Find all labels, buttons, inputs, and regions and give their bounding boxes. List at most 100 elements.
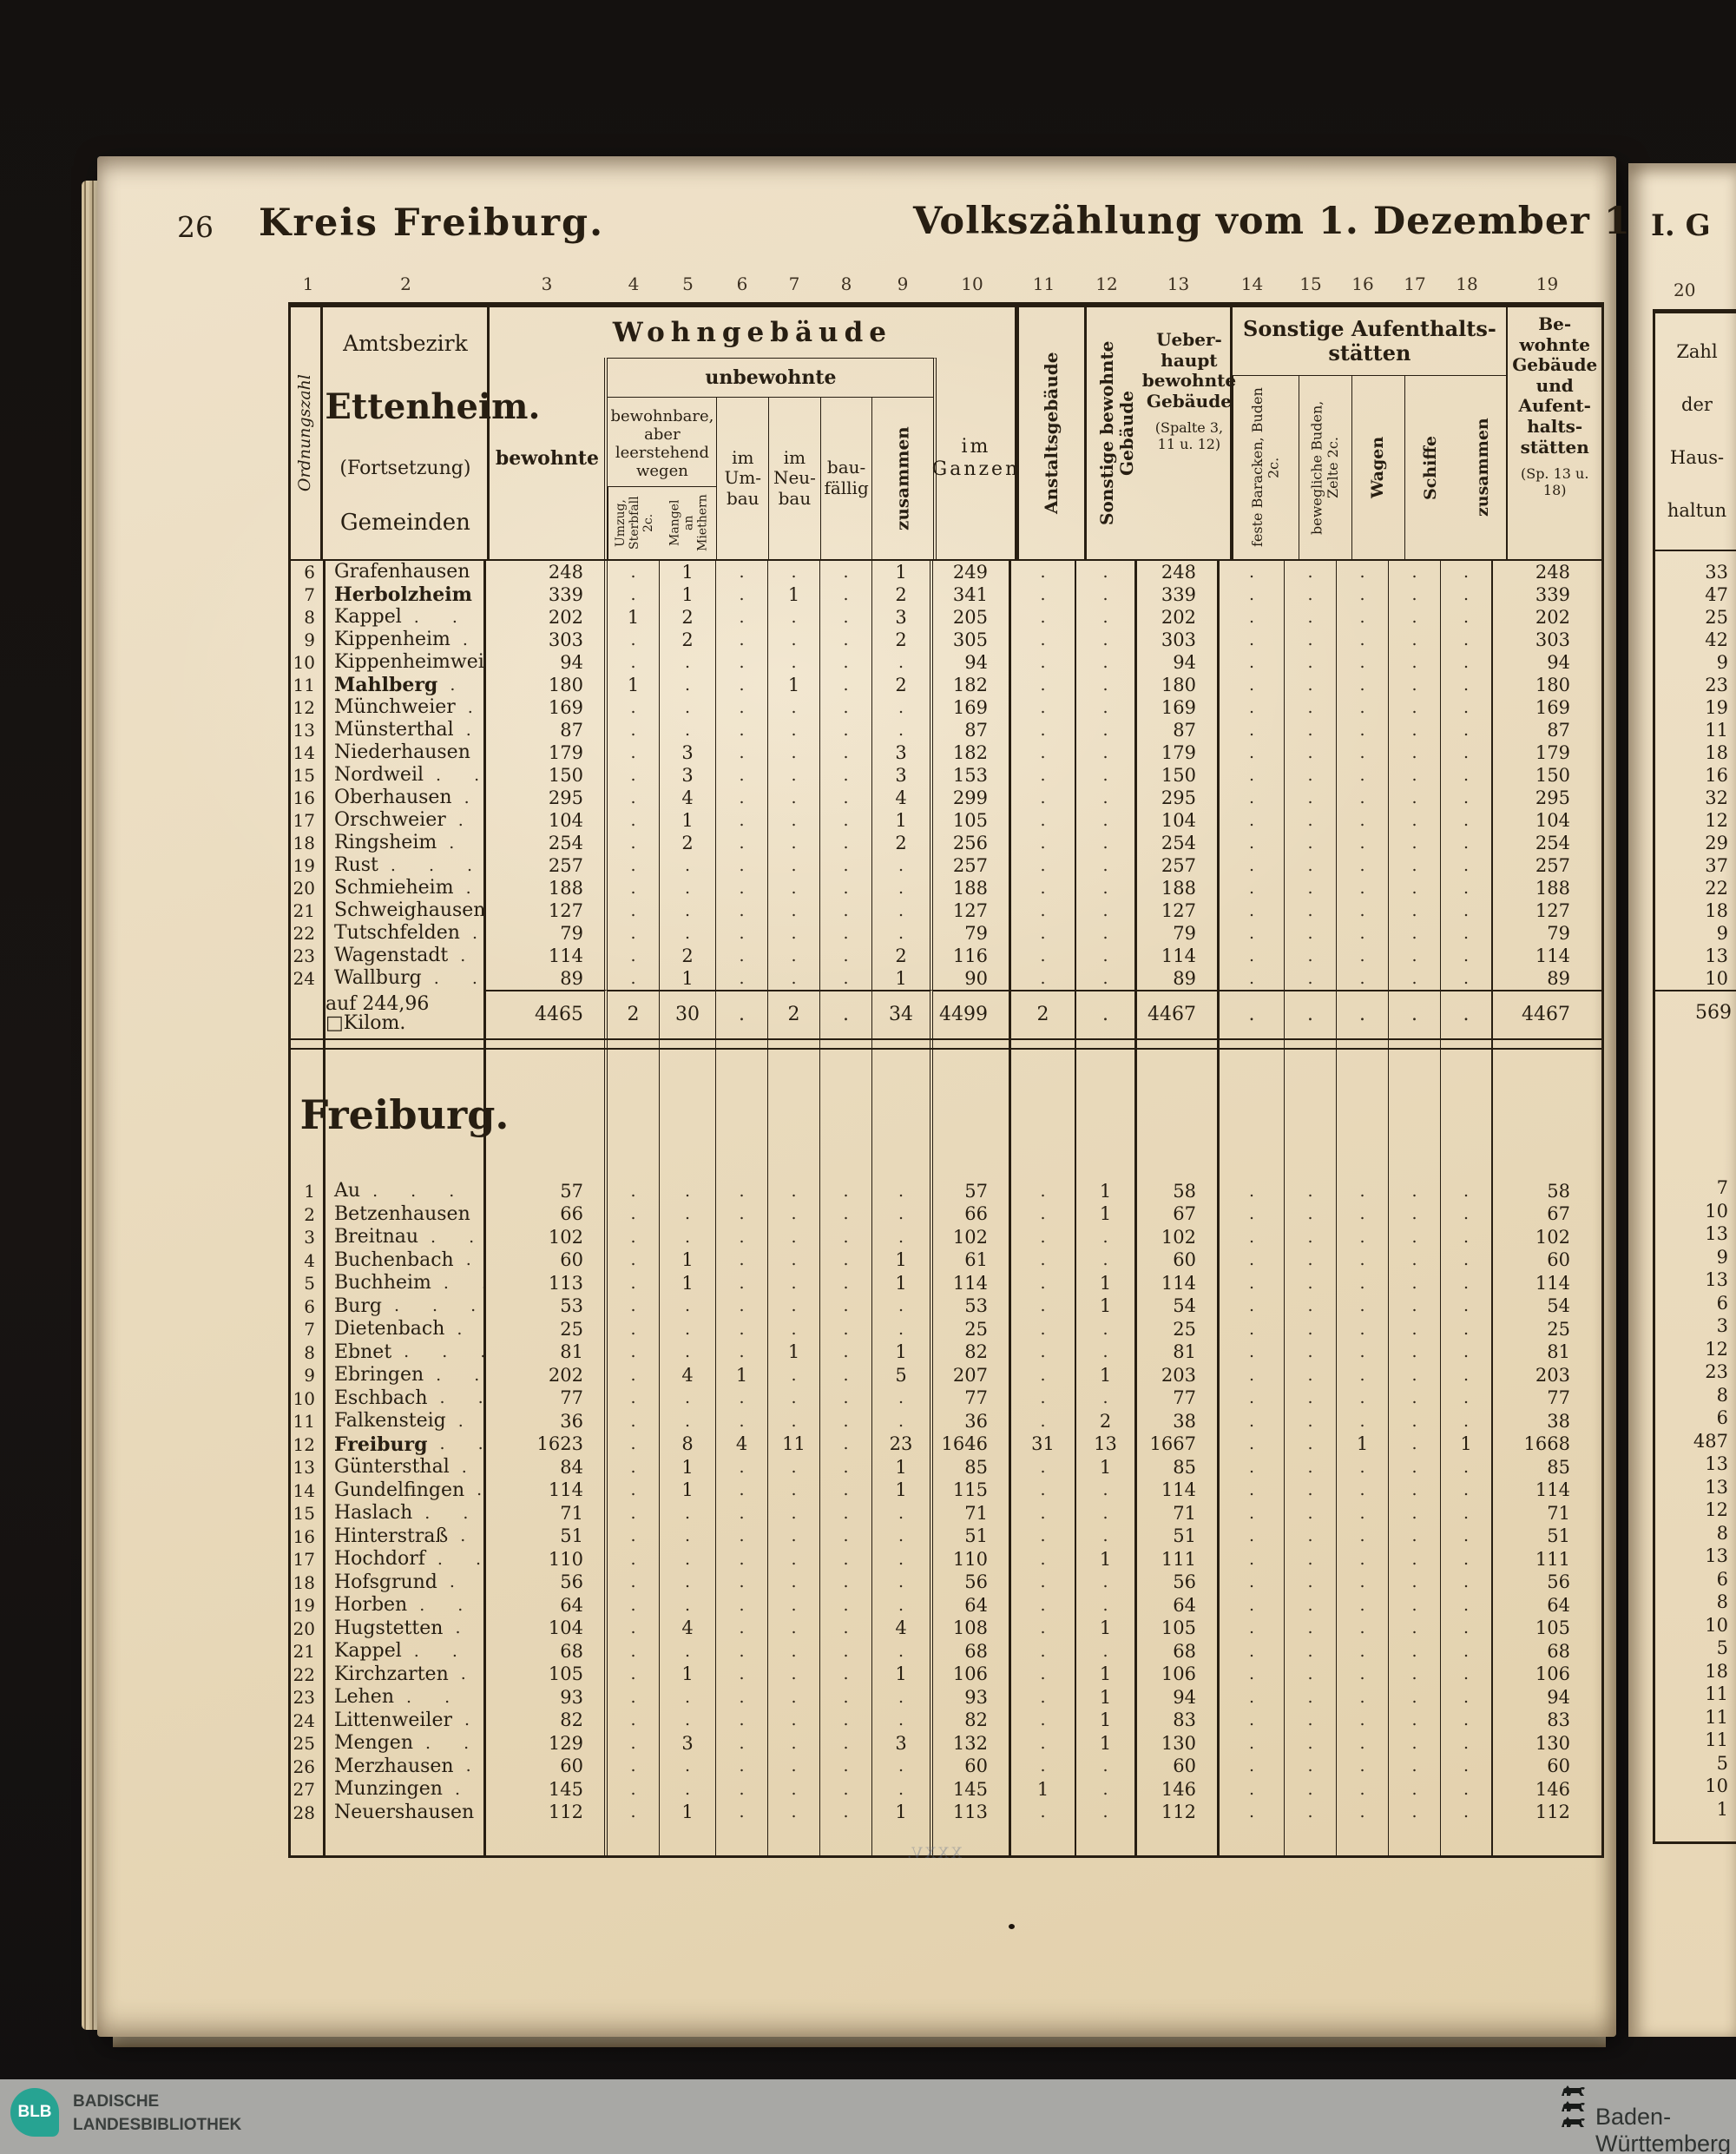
value-cell: 25: [1137, 1318, 1220, 1341]
column-number: 12: [1095, 273, 1118, 294]
value-cell: 1: [1076, 1617, 1137, 1640]
column-number: 6: [736, 273, 748, 294]
value-cell: .: [1389, 1594, 1441, 1617]
row-number: 13: [291, 1456, 326, 1479]
value-cell: 1: [768, 1340, 820, 1364]
next-page-title-partial: I. G: [1651, 208, 1711, 243]
next-page-column-header: Zahl der Haus- haltun: [1655, 313, 1736, 551]
empty-cell: [1337, 1040, 1389, 1048]
empty-cell: [1220, 1824, 1285, 1855]
value-cell: .: [1011, 1732, 1076, 1755]
next-page-value: 10: [1705, 1614, 1728, 1636]
value-cell: .: [608, 899, 660, 922]
value-cell: 1: [872, 1456, 933, 1479]
next-page-value: 11: [1705, 1683, 1728, 1705]
value-cell: .: [1011, 651, 1076, 674]
value-cell: .: [660, 1294, 716, 1318]
value-cell: .: [1441, 561, 1493, 583]
value-cell: 1: [716, 1364, 768, 1387]
value-cell: .: [1441, 1226, 1493, 1249]
value-cell: .: [1337, 1709, 1389, 1732]
gemeinde-name: Horben: [334, 1594, 408, 1617]
value-cell: .: [1220, 741, 1285, 764]
value-cell: .: [1389, 606, 1441, 629]
value-cell: .: [1337, 1663, 1389, 1686]
value-cell: .: [1076, 719, 1137, 741]
value-cell: .: [768, 1755, 820, 1778]
value-cell: .: [1285, 651, 1337, 674]
value-cell: .: [1285, 1479, 1337, 1502]
gemeinde-name: Nordweil: [334, 764, 424, 786]
value-cell: .: [768, 696, 820, 719]
value-cell: .: [1220, 1640, 1285, 1663]
value-cell: .: [716, 674, 768, 696]
value-cell: .: [716, 945, 768, 967]
value-cell: 127: [486, 899, 608, 922]
value-cell: 94: [1547, 1686, 1570, 1708]
value-cell: .: [1337, 1548, 1389, 1571]
value-cell: .: [1337, 1248, 1389, 1272]
value-cell: .: [1285, 1433, 1337, 1456]
value-cell: .: [1441, 922, 1493, 945]
value-cell: .: [1285, 1755, 1337, 1778]
value-cell: .: [716, 719, 768, 741]
value-cell: .: [1389, 854, 1441, 877]
value-cell: .: [1441, 1548, 1493, 1571]
value-cell: .: [1220, 1617, 1285, 1640]
value-cell: 257: [1137, 854, 1220, 877]
value-cell: .: [1441, 1709, 1493, 1732]
summary-value-cell: .: [1441, 990, 1493, 1038]
gemeinde-name: Ringsheim: [334, 832, 437, 853]
value-cell: .: [820, 1617, 872, 1640]
value-cell: .: [768, 787, 820, 809]
value-cell: .: [660, 877, 716, 899]
value-cell: .: [820, 1387, 872, 1410]
value-cell: 114: [933, 1272, 1011, 1295]
value-cell: .: [1337, 1479, 1389, 1502]
value-cell: .: [1076, 764, 1137, 787]
table-spacer-row: [291, 1038, 1601, 1050]
value-cell: .: [1011, 1640, 1076, 1663]
value-cell: .: [1076, 1594, 1137, 1617]
value-cell: 102: [1137, 1226, 1220, 1249]
value-cell: .: [1011, 1202, 1076, 1226]
value-cell: .: [608, 787, 660, 809]
value-cell: 3: [660, 764, 716, 787]
value-cell: 94: [1137, 651, 1220, 674]
value-cell: 295: [1535, 787, 1570, 808]
value-cell: .: [1011, 1340, 1076, 1364]
value-cell: .: [1337, 1571, 1389, 1594]
value-cell: .: [1011, 741, 1076, 764]
value-cell: .: [820, 787, 872, 809]
value-cell: 341: [933, 583, 1011, 606]
value-cell: 104: [1535, 809, 1570, 831]
leader-dots: . . . . . . . . .: [464, 789, 483, 807]
value-cell: .: [1011, 1709, 1076, 1732]
leader-dots: . . . . . . . . .: [436, 767, 483, 784]
gemeinde-name-cell: Herbolzheim. . . . . . . . .: [326, 583, 486, 606]
value-cell: .: [1441, 1410, 1493, 1433]
value-cell: 4: [716, 1433, 768, 1456]
value-cell: .: [820, 1479, 872, 1502]
value-cell: 299: [933, 787, 1011, 809]
next-page-value: 12: [1705, 810, 1728, 831]
value-cell: 254: [486, 832, 608, 854]
value-cell: .: [1389, 1778, 1441, 1802]
value-cell: .: [872, 1640, 933, 1663]
row-number: 10: [291, 651, 326, 674]
gemeinde-name: Grafenhausen: [334, 561, 470, 583]
value-cell: 64: [933, 1594, 1011, 1617]
value-cell: 1: [1076, 1202, 1137, 1226]
value-cell: .: [820, 1801, 872, 1824]
value-cell: 146: [1137, 1778, 1220, 1802]
value-cell: .: [820, 1318, 872, 1341]
next-page-column-number: 20: [1674, 280, 1696, 300]
value-cell: .: [1337, 854, 1389, 877]
value-cell: .: [1220, 1387, 1285, 1410]
next-page-value: 11: [1705, 1729, 1728, 1751]
value-cell: .: [1076, 1248, 1137, 1272]
value-cell: 85: [1547, 1456, 1570, 1478]
